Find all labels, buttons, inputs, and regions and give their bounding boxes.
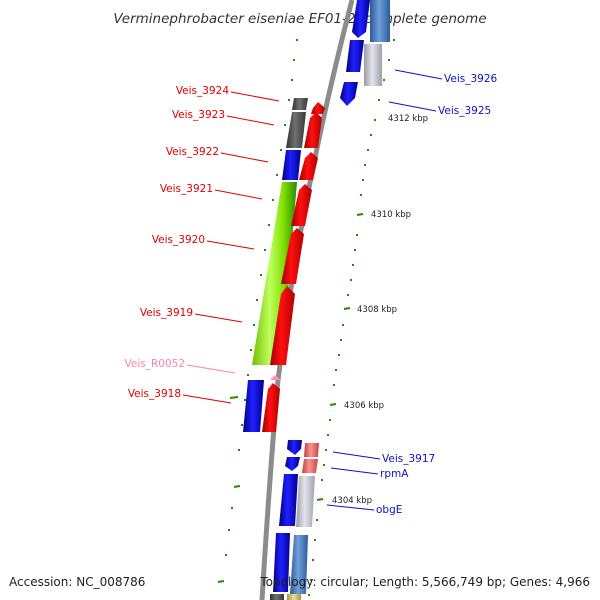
gene-label-veis-3917: Veis_3917 <box>382 453 435 465</box>
gene-label-veis-3921: Veis_3921 <box>160 183 213 195</box>
gene-label-veis-3918: Veis_3918 <box>128 388 181 400</box>
gene-label-veis-r0052: Veis_R0052 <box>125 358 185 370</box>
cds-arrow-red-veis-3919 <box>270 286 295 365</box>
cds-arrow-blue-top <box>352 0 370 38</box>
cds-arrow-blue-veis-3925 <box>340 82 358 106</box>
cds-arrow-red-veis-3922 <box>299 152 318 180</box>
cds-arrow-blue-veis-3926 <box>346 40 364 72</box>
gene-features-bottom <box>270 440 319 600</box>
cds-block-steel-top <box>370 0 390 42</box>
gene-label-veis-3920: Veis_3920 <box>152 234 205 246</box>
label-leader-lines <box>182 69 443 511</box>
tick-label-4312: 4312 kbp <box>388 114 428 124</box>
rna-veis-r0052 <box>270 375 281 380</box>
tick-label-4306: 4306 kbp <box>344 401 384 411</box>
gene-label-veis-3926: Veis_3926 <box>444 73 498 85</box>
cds-arrow-blue-veis-3917 <box>287 440 302 455</box>
map-title: Verminephrobacter eiseniae EF01-2, compl… <box>113 11 486 27</box>
scale-tick-labels: 4312 kbp 4310 kbp 4308 kbp 4306 kbp 4304… <box>332 114 428 506</box>
cds-arrow-red-veis-3923 <box>304 112 322 148</box>
cds-arrow-blue-rpma <box>285 457 300 471</box>
tick-label-4310: 4310 kbp <box>371 210 411 220</box>
cds-pink-veis-3917 <box>304 443 319 457</box>
gene-features-middle <box>243 98 325 432</box>
cds-lightgrey-obge <box>296 476 315 527</box>
gene-label-veis-3919: Veis_3919 <box>140 307 193 319</box>
footer-topology: Topology: circular; Length: 5,566,749 bp… <box>259 575 590 589</box>
inner-guide-dashes <box>308 39 395 596</box>
tick-label-4304: 4304 kbp <box>332 496 372 506</box>
cds-pink-rpma <box>302 459 318 473</box>
cds-tan-edge-bottom <box>287 594 301 600</box>
gene-label-obge: obgE <box>376 504 402 516</box>
gene-features-top <box>340 0 390 106</box>
cds-grey-veis-3923 <box>286 112 306 148</box>
cds-arrow-red-veis-3924 <box>311 102 325 114</box>
cds-blue-bottom <box>273 533 290 592</box>
gene-label-veis-3924: Veis_3924 <box>176 85 230 97</box>
cds-blue-veis-3918 <box>243 380 264 432</box>
footer-accession: Accession: NC_008786 <box>9 575 145 589</box>
gene-label-veis-3922: Veis_3922 <box>166 146 219 158</box>
tick-label-4308: 4308 kbp <box>357 305 397 315</box>
cds-grey-edge-bottom <box>270 594 284 600</box>
cds-arrow-red-veis-3918 <box>262 383 280 432</box>
cds-block-lightgrey-top <box>364 44 382 86</box>
gene-label-veis-3925: Veis_3925 <box>438 105 491 117</box>
cds-arrow-red-veis-3920 <box>281 228 304 284</box>
cds-steel-bottom <box>290 535 308 594</box>
cds-blue-veis-3922 <box>282 150 301 180</box>
gene-labels: Veis_3926 Veis_3925 Veis_3924 Veis_3923 … <box>125 73 498 516</box>
gene-label-rpma: rpmA <box>380 468 409 480</box>
cds-arrow-red-veis-3921 <box>291 184 312 226</box>
cds-blue-obge <box>279 474 298 526</box>
gene-label-veis-3923: Veis_3923 <box>172 109 225 121</box>
cds-grey-veis-3924 <box>292 98 308 110</box>
